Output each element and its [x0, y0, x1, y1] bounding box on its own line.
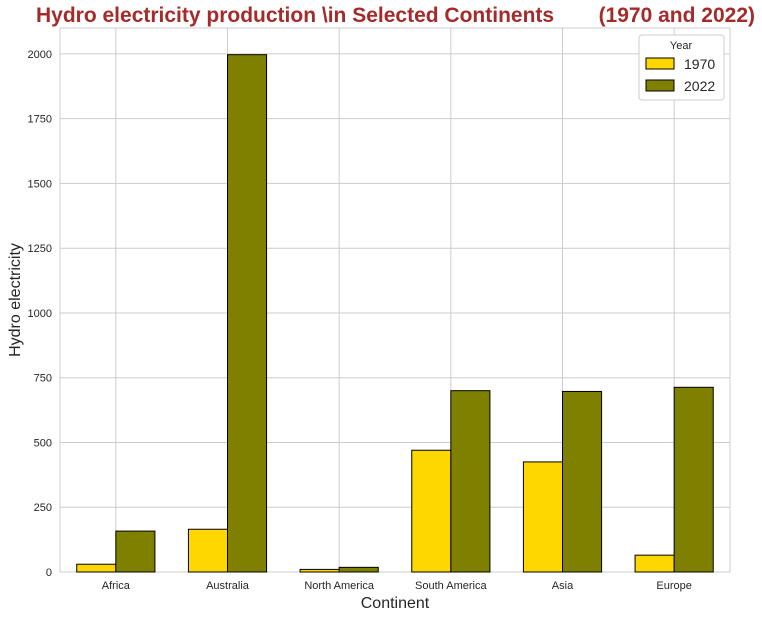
bar-2022-south-america	[450, 390, 491, 573]
y-axis-label: Hydro electricity	[7, 243, 24, 357]
bar-2022-europe	[673, 386, 714, 573]
legend-label-2022: 2022	[684, 78, 715, 94]
y-tick-label: 1500	[28, 178, 52, 190]
x-axis-ticks: Africa Australia North America South Americ…	[102, 580, 692, 592]
bar-2022-africa	[115, 530, 156, 573]
y-tick-label: 250	[34, 502, 52, 514]
bar-1970-australia	[187, 528, 229, 573]
bar-2022-north-america	[338, 566, 379, 573]
x-tick-label: Africa	[102, 580, 131, 592]
y-axis-ticks: 0 250 500 750 1000 1250 1500 1750 2000	[28, 49, 52, 579]
y-tick-label: 1750	[28, 114, 52, 126]
bar-1970-asia	[522, 461, 564, 573]
y-tick-label: 1000	[28, 308, 52, 320]
x-tick-label: North America	[304, 580, 375, 592]
bar-2022-asia	[562, 390, 603, 573]
plot-area	[59, 27, 731, 573]
x-tick-label: Europe	[656, 580, 691, 592]
chart-title-years: (1970 and 2022)	[599, 4, 755, 27]
legend-swatch-2022	[645, 79, 675, 92]
legend: Year 1970 2022	[638, 34, 725, 101]
y-tick-label: 0	[46, 567, 52, 579]
legend-title: Year	[670, 40, 693, 52]
bar-2022-australia	[227, 54, 268, 573]
bar-1970-africa	[76, 563, 117, 573]
y-tick-label: 1250	[28, 243, 52, 255]
legend-label-1970: 1970	[684, 56, 715, 72]
chart-title: Hydro electricity production \in Selecte…	[36, 4, 554, 27]
bars	[76, 54, 714, 573]
y-tick-label: 500	[34, 437, 52, 449]
x-tick-label: South America	[415, 580, 487, 592]
y-tick-label: 750	[34, 373, 52, 385]
x-tick-label: Australia	[206, 580, 250, 592]
x-tick-label: Asia	[552, 580, 574, 592]
legend-swatch-1970	[645, 57, 675, 70]
y-tick-label: 2000	[28, 49, 52, 61]
bar-1970-south-america	[411, 449, 452, 573]
bar-1970-north-america	[299, 568, 340, 573]
bar-1970-europe	[634, 554, 675, 573]
x-axis-label: Continent	[361, 595, 430, 612]
